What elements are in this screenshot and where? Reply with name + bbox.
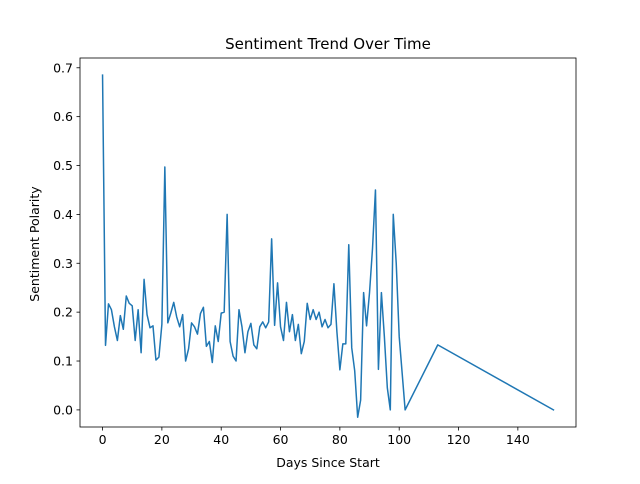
x-tick-label: 140 bbox=[506, 432, 530, 447]
axes-frame bbox=[79, 57, 577, 428]
y-tick-label: 0.7 bbox=[53, 60, 73, 75]
plot-area: 0 20 40 60 80 100 120 140 0.0 0.1 0.2 0.3 0.4 0.5 0.6 0… bbox=[53, 57, 577, 447]
y-tick-label: 0.1 bbox=[53, 354, 73, 369]
x-axis-label: Days Since Start bbox=[276, 455, 380, 470]
y-tick-label: 0.0 bbox=[53, 402, 73, 417]
y-tick-label: 0.6 bbox=[53, 109, 73, 124]
x-tick-label: 120 bbox=[447, 432, 471, 447]
chart-title: Sentiment Trend Over Time bbox=[225, 35, 431, 53]
y-tick-label: 0.4 bbox=[53, 207, 73, 222]
x-tick-label: 100 bbox=[387, 432, 411, 447]
y-axis-label: Sentiment Polarity bbox=[27, 186, 42, 302]
y-tick-label: 0.2 bbox=[53, 305, 73, 320]
x-tick-label: 60 bbox=[273, 432, 289, 447]
x-tick-label: 40 bbox=[213, 432, 229, 447]
series-line bbox=[101, 74, 555, 418]
y-tick-label: 0.3 bbox=[53, 256, 73, 271]
x-tick-label: 20 bbox=[154, 432, 170, 447]
x-tick-label: 80 bbox=[332, 432, 348, 447]
x-tick-label: 0 bbox=[99, 432, 107, 447]
y-tick-label: 0.5 bbox=[53, 158, 73, 173]
